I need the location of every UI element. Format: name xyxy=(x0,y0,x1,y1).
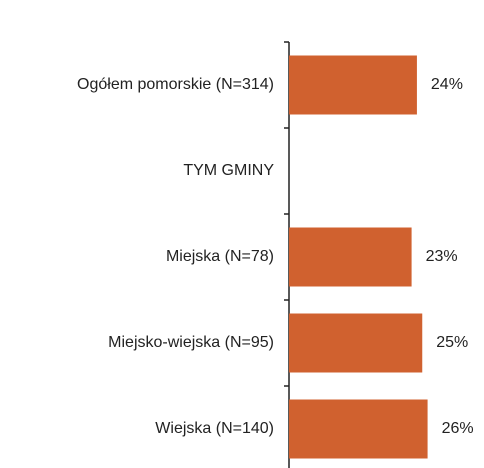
y-tick-label: Miejsko-wiejska (N=95) xyxy=(108,334,274,351)
value-label: 24% xyxy=(431,76,463,93)
bar xyxy=(289,227,412,287)
bar xyxy=(289,55,417,115)
y-tick-label: Wiejska (N=140) xyxy=(155,420,274,437)
bar xyxy=(289,399,428,459)
value-label: 23% xyxy=(426,248,458,265)
y-tick-label: TYM GMINY xyxy=(183,162,274,179)
value-label: 25% xyxy=(436,334,468,351)
y-tick-label: Ogółem pomorskie (N=314) xyxy=(77,76,274,93)
value-label: 26% xyxy=(442,420,474,437)
bar xyxy=(289,313,423,373)
y-tick-label: Miejska (N=78) xyxy=(166,248,274,265)
